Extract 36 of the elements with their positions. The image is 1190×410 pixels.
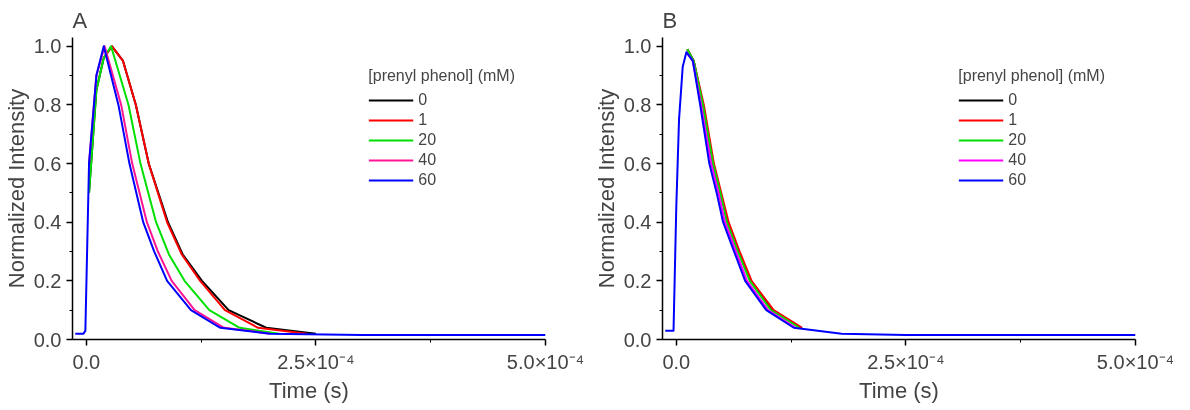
x-tick-label: 0.0 — [72, 350, 101, 373]
legend-label: 40 — [1008, 151, 1028, 169]
y-tick-label: 0.8 — [33, 93, 62, 116]
y-tick-label: 0.0 — [623, 328, 652, 351]
legend-label: 0 — [1008, 91, 1019, 109]
legend-label: 60 — [1008, 171, 1028, 189]
y-tick-label: 0.4 — [33, 211, 62, 234]
x-tick-label: 2.5×10⁻⁴ — [277, 350, 355, 373]
chart-title: B — [662, 7, 678, 33]
legend-title: [prenyl phenol] (mM) — [368, 67, 515, 85]
y-tick-label: 0.4 — [623, 211, 652, 234]
chart-title: A — [72, 7, 88, 33]
legend-label: 20 — [1008, 131, 1028, 149]
y-tick-label: 0.8 — [623, 93, 652, 116]
x-axis-title: Time (s) — [859, 377, 939, 403]
x-tick-label: 5.0×10⁻⁴ — [1096, 350, 1175, 373]
y-tick-label: 0.0 — [33, 328, 62, 351]
legend-label: 20 — [418, 131, 438, 149]
y-tick-label: 0.2 — [623, 269, 652, 292]
x-tick-label: 2.5×10⁻⁴ — [867, 350, 945, 373]
x-tick-label: 5.0×10⁻⁴ — [506, 350, 585, 373]
legend-label: 40 — [418, 151, 438, 169]
legend-label: 1 — [1008, 111, 1019, 129]
x-axis-title: Time (s) — [269, 377, 349, 403]
y-tick-label: 1.0 — [33, 35, 62, 58]
y-tick-label: 0.6 — [33, 152, 62, 175]
y-axis-title: Normalized Intensity — [593, 88, 619, 289]
legend-title: [prenyl phenol] (mM) — [958, 67, 1105, 85]
y-tick-label: 0.2 — [33, 269, 62, 292]
legend-label: 1 — [418, 111, 429, 129]
y-tick-label: 0.6 — [623, 152, 652, 175]
y-axis-title: Normalized Intensity — [3, 88, 29, 289]
legend-label: 60 — [418, 171, 438, 189]
legend-label: 0 — [418, 91, 429, 109]
x-tick-label: 0.0 — [662, 350, 691, 373]
y-tick-label: 1.0 — [623, 35, 652, 58]
